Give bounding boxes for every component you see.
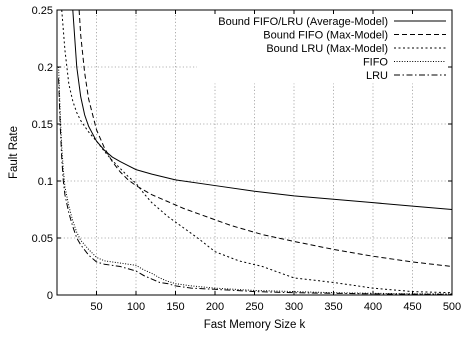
series-line-4 — [58, 66, 452, 295]
ticks: 50 100 150 200 250 300 350 400 450 500 0 0.05 0.1 0.1… — [32, 5, 461, 313]
legend-label: Bound FIFO (Max-Model) — [263, 30, 388, 42]
plot-frame — [56, 9, 453, 296]
series-line-1 — [72, 10, 452, 210]
series-line-2 — [78, 10, 452, 267]
x-axis-title: Fast Memory Size k — [204, 319, 306, 331]
series-line-3 — [61, 10, 452, 294]
legend-label: FIFO — [363, 57, 388, 69]
y-tick-label: 0.15 — [32, 119, 53, 131]
legend-label: LRU — [366, 70, 388, 82]
x-tick-label: 350 — [324, 301, 342, 313]
series-group — [58, 10, 452, 295]
x-tick-label: 500 — [443, 301, 461, 313]
x-tick-label: 50 — [90, 301, 102, 313]
x-tick-label: 100 — [127, 301, 145, 313]
grid — [57, 10, 452, 295]
y-tick-label: 0.05 — [32, 233, 53, 245]
y-tick-label: 0 — [47, 290, 53, 302]
x-tick-label: 300 — [285, 301, 303, 313]
y-tick-label: 0.25 — [32, 5, 53, 17]
series-line-5 — [58, 78, 452, 295]
legend-label: Bound LRU (Max-Model) — [266, 43, 388, 55]
legend: Bound FIFO/LRU (Average-Model) Bound FIFO… — [218, 16, 446, 82]
x-tick-label: 150 — [166, 301, 184, 313]
x-tick-label: 400 — [364, 301, 382, 313]
x-tick-label: 200 — [206, 301, 224, 313]
y-tick-label: 0.1 — [38, 176, 53, 188]
x-tick-label: 450 — [403, 301, 421, 313]
y-tick-label: 0.2 — [38, 62, 53, 74]
y-axis-title: Fault Rate — [8, 126, 20, 179]
x-tick-label: 250 — [245, 301, 263, 313]
legend-label: Bound FIFO/LRU (Average-Model) — [218, 16, 388, 28]
